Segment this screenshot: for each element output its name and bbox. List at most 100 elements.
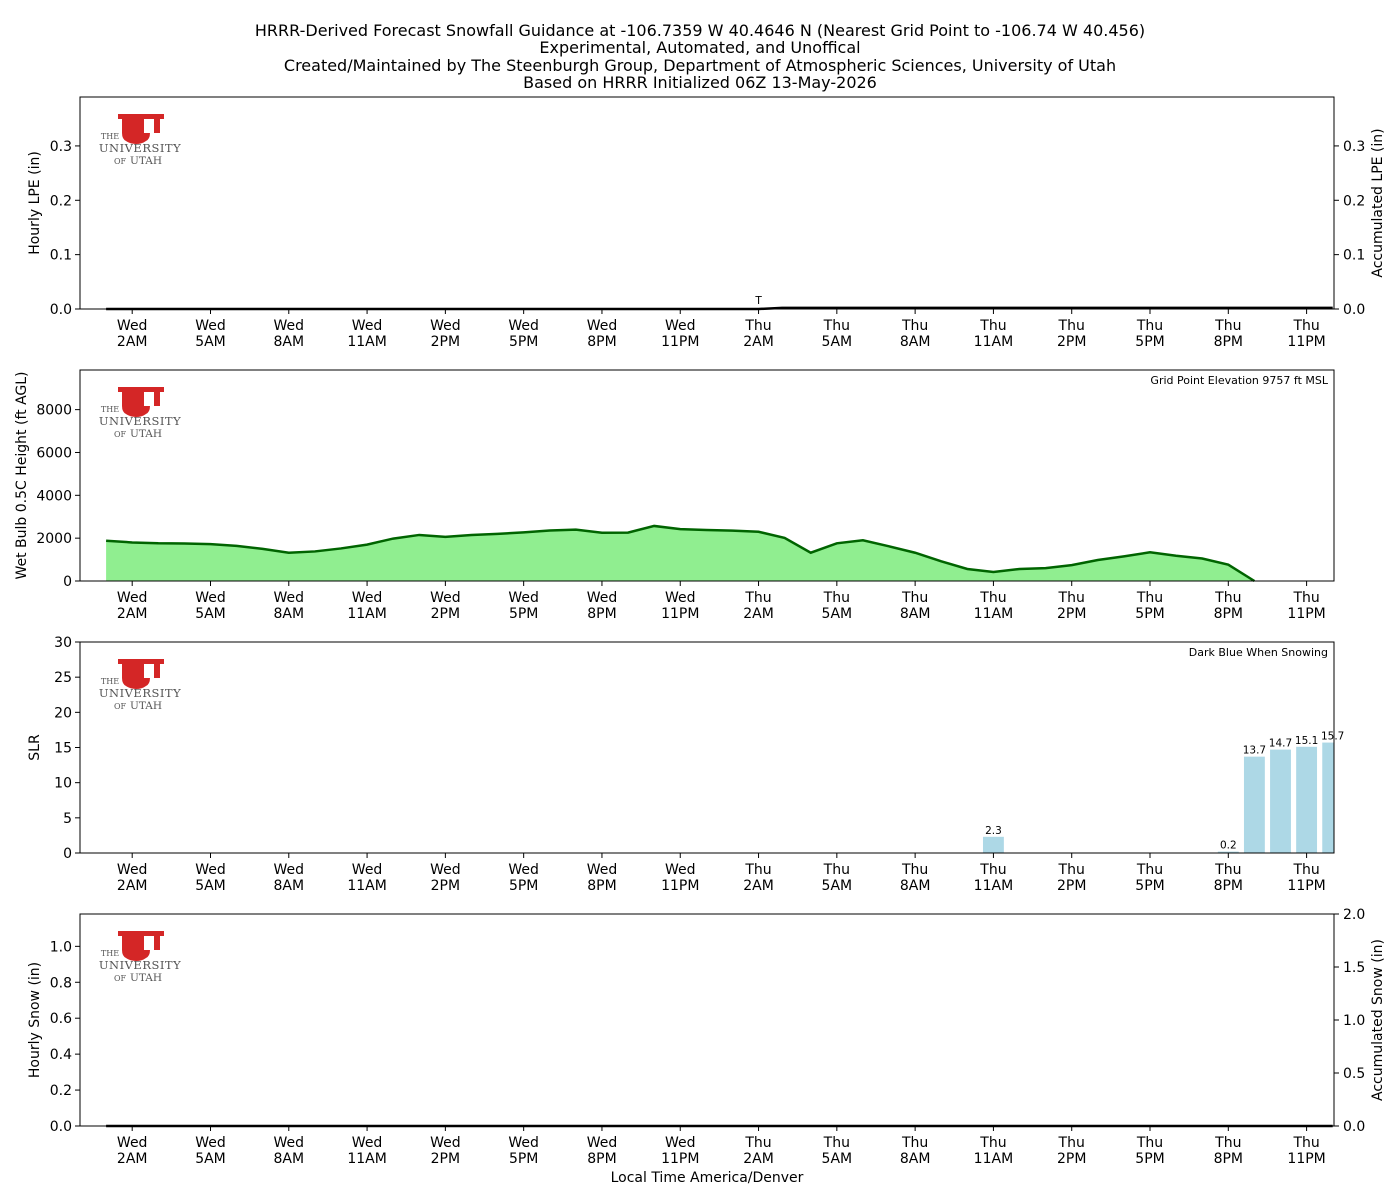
y-tick-label: 2000 xyxy=(36,531,72,547)
y-right-tick-label: 0.3 xyxy=(1343,139,1365,155)
x-tick-time: 8PM xyxy=(587,1151,616,1167)
x-tick-day: Wed xyxy=(430,318,461,334)
x-tick-day: Wed xyxy=(587,862,618,878)
x-tick-day: Thu xyxy=(744,1135,771,1151)
x-tick-day: Thu xyxy=(1136,1135,1163,1151)
x-tick-time: 2PM xyxy=(1057,606,1086,622)
x-tick-day: Wed xyxy=(274,318,305,334)
x-tick-day: Wed xyxy=(352,318,383,334)
x-tick-time: 11AM xyxy=(347,606,386,622)
slr-bar xyxy=(1243,756,1265,853)
chart-panels: T 0.0 0.1 0.2 0.3 Hourly LPE (in) 0.0 0.1 0.2 0.3… xyxy=(14,96,1386,1167)
y-right-tick-label: 0.1 xyxy=(1343,248,1365,264)
slr-bar-label: 14.7 xyxy=(1269,738,1292,750)
x-tick-day: Thu xyxy=(823,862,850,878)
x-tick-day: Wed xyxy=(195,862,226,878)
y-tick-label: 0 xyxy=(63,846,72,862)
slr-bar xyxy=(1296,746,1318,853)
x-tick-time: 11AM xyxy=(974,878,1013,894)
x-tick-time: 11PM xyxy=(1287,878,1325,894)
x-tick-day: Wed xyxy=(665,590,696,606)
x-tick-time: 2PM xyxy=(431,878,460,894)
x-tick-day: Wed xyxy=(508,318,539,334)
wetbulb-line xyxy=(106,524,1256,583)
x-tick-time: 8PM xyxy=(587,606,616,622)
u-shield-icon xyxy=(118,114,164,144)
logo-of: OF xyxy=(114,702,127,711)
u-shield-icon xyxy=(118,659,164,689)
logo-the: THE xyxy=(101,132,119,141)
x-tick-day: Wed xyxy=(195,590,226,606)
x-tick-day: Thu xyxy=(1292,590,1319,606)
x-tick-day: Thu xyxy=(1136,862,1163,878)
y-axis-label: SLR xyxy=(27,734,43,761)
x-tick-time: 8PM xyxy=(1214,1151,1243,1167)
y-tick-label: 25 xyxy=(54,670,72,686)
x-tick-time: 11AM xyxy=(347,1151,386,1167)
logo-of: OF xyxy=(114,974,127,983)
x-tick-day: Wed xyxy=(587,1135,618,1151)
x-tick-time: 8PM xyxy=(1214,606,1243,622)
plot-frame xyxy=(79,96,1335,310)
y-right-axis-label: Accumulated LPE (in) xyxy=(1370,128,1386,277)
x-tick-day: Thu xyxy=(744,590,771,606)
logo-university: UNIVERSITY xyxy=(99,958,181,972)
x-tick-day: Thu xyxy=(823,318,850,334)
panel-wetbulb: 0 2000 4000 6000 8000 Wet Bulb 0.5C Height (f… xyxy=(14,369,1335,622)
x-tick-day: Wed xyxy=(117,590,148,606)
u-notch xyxy=(144,664,152,678)
logo-utah: UTAH xyxy=(130,700,162,712)
x-tick-day: Thu xyxy=(1058,318,1085,334)
x-tick-time: 5PM xyxy=(1135,878,1164,894)
u-shield-icon xyxy=(118,931,164,961)
x-tick-time: 11PM xyxy=(661,606,699,622)
x-tick-time: 11AM xyxy=(974,1151,1013,1167)
x-tick-day: Thu xyxy=(823,590,850,606)
x-tick-time: 8AM xyxy=(273,606,304,622)
slr-bar-label: 0.2 xyxy=(1220,840,1237,852)
x-tick-day: Thu xyxy=(1058,1135,1085,1151)
x-tick-day: Thu xyxy=(1058,590,1085,606)
x-tick-day: Thu xyxy=(1058,862,1085,878)
x-tick-time: 11AM xyxy=(347,334,386,350)
x-tick-day: Thu xyxy=(1292,318,1319,334)
x-tick-day: Thu xyxy=(744,862,771,878)
x-tick-day: Thu xyxy=(1136,590,1163,606)
logo-university: UNIVERSITY xyxy=(99,141,181,155)
x-tick-day: Thu xyxy=(1292,1135,1319,1151)
x-tick-day: Thu xyxy=(979,862,1006,878)
y-tick-label: 0.6 xyxy=(50,1011,72,1027)
y-right-axis-label: Accumulated Snow (in) xyxy=(1370,939,1386,1101)
y-tick-label: 30 xyxy=(54,635,72,651)
plot-frame xyxy=(79,369,1335,582)
x-tick-day: Wed xyxy=(665,318,696,334)
y-tick-label: 0 xyxy=(63,574,72,590)
y-tick-label: 0.4 xyxy=(50,1047,72,1063)
y-tick-label: 8000 xyxy=(36,403,72,419)
x-tick-time: 2AM xyxy=(117,1151,148,1167)
x-tick-day: Wed xyxy=(352,862,383,878)
figure-header: HRRR-Derived Forecast Snowfall Guidance … xyxy=(255,21,1145,92)
slr-bar xyxy=(1322,742,1334,853)
header-line-4: Based on HRRR Initialized 06Z 13-May-202… xyxy=(523,73,877,92)
slr-bar-label: 15.7 xyxy=(1321,731,1344,743)
x-tick-time: 5AM xyxy=(195,334,226,350)
x-tick-day: Wed xyxy=(352,1135,383,1151)
x-tick-day: Thu xyxy=(979,318,1006,334)
x-tick-day: Wed xyxy=(117,862,148,878)
trace-annotation: T xyxy=(754,295,762,307)
slr-bar xyxy=(982,836,1004,853)
slr-bar xyxy=(1270,749,1291,853)
x-tick-day: Thu xyxy=(1214,318,1241,334)
x-tick-time: 5AM xyxy=(822,878,853,894)
x-tick-day: Wed xyxy=(274,1135,305,1151)
y-tick-label: 6000 xyxy=(36,445,72,461)
x-tick-time: 8PM xyxy=(587,878,616,894)
slr-bar-label: 15.1 xyxy=(1295,735,1318,747)
y-right-tick-label: 0.2 xyxy=(1343,193,1365,209)
logo-utah: UTAH xyxy=(130,155,162,167)
x-tick-time: 5PM xyxy=(509,606,538,622)
x-tick-time: 2AM xyxy=(117,606,148,622)
